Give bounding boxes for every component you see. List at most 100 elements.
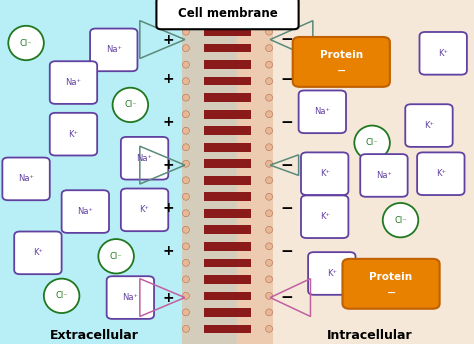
Text: −: − [281,32,293,47]
Text: −: − [281,244,293,259]
Ellipse shape [182,94,190,101]
Text: Cell membrane: Cell membrane [178,7,277,20]
Ellipse shape [182,210,190,217]
Bar [204,11,251,19]
Bar [204,110,251,118]
Ellipse shape [182,309,190,316]
Text: +: + [163,115,174,129]
Ellipse shape [265,111,273,118]
FancyBboxPatch shape [360,154,408,197]
FancyBboxPatch shape [50,61,97,104]
Text: K⁺: K⁺ [68,130,79,139]
Text: −: − [386,287,396,298]
Text: Na⁺: Na⁺ [314,107,330,116]
Bar [204,143,251,151]
FancyBboxPatch shape [107,276,154,319]
Bar [204,176,251,184]
FancyBboxPatch shape [121,189,168,231]
FancyBboxPatch shape [301,195,348,238]
Ellipse shape [182,243,190,250]
Bar [204,193,251,201]
Text: Na⁺: Na⁺ [106,45,122,54]
Text: Cl⁻: Cl⁻ [394,216,407,225]
Text: K⁺: K⁺ [438,49,448,58]
Ellipse shape [265,28,273,35]
Ellipse shape [265,45,273,52]
Text: Cl⁻: Cl⁻ [20,39,32,47]
Text: Extracellular: Extracellular [50,329,139,342]
FancyBboxPatch shape [299,90,346,133]
Bar [237,0,474,344]
FancyBboxPatch shape [156,0,299,29]
Text: K⁺: K⁺ [33,248,43,257]
FancyBboxPatch shape [417,152,465,195]
Ellipse shape [265,259,273,266]
Ellipse shape [182,177,190,184]
Ellipse shape [265,94,273,101]
FancyBboxPatch shape [2,158,50,200]
Text: Protein: Protein [320,50,363,60]
Ellipse shape [265,144,273,151]
Ellipse shape [182,193,190,200]
Text: Cl⁻: Cl⁻ [55,291,68,300]
Ellipse shape [265,177,273,184]
Bar [0,0,237,344]
Text: K⁺: K⁺ [327,269,337,278]
Ellipse shape [265,325,273,332]
Text: K⁺: K⁺ [319,212,330,221]
Ellipse shape [265,243,273,250]
FancyBboxPatch shape [14,232,62,274]
Text: −: − [281,158,293,173]
Ellipse shape [182,111,190,118]
FancyBboxPatch shape [342,259,439,309]
Ellipse shape [182,28,190,35]
Ellipse shape [355,126,390,160]
Ellipse shape [265,160,273,167]
Ellipse shape [9,26,44,60]
Text: Protein: Protein [370,272,412,282]
FancyBboxPatch shape [419,32,467,75]
Text: −: − [337,65,346,76]
Text: Cl⁻: Cl⁻ [124,100,137,109]
Bar [204,61,251,69]
Text: −: − [281,115,293,130]
Ellipse shape [265,276,273,283]
Ellipse shape [383,203,418,237]
Bar [204,292,251,300]
Bar [204,77,251,85]
Ellipse shape [182,276,190,283]
Bar [204,127,251,135]
Ellipse shape [182,325,190,332]
Text: +: + [163,244,174,258]
Text: Na⁺: Na⁺ [77,207,93,216]
FancyBboxPatch shape [90,29,137,71]
Ellipse shape [182,12,190,19]
Ellipse shape [265,193,273,200]
Ellipse shape [182,160,190,167]
Text: Cl⁻: Cl⁻ [110,252,122,261]
Ellipse shape [265,292,273,299]
Text: +: + [163,158,174,172]
Bar [204,160,251,168]
FancyBboxPatch shape [62,190,109,233]
Text: Na⁺: Na⁺ [122,293,138,302]
Ellipse shape [265,127,273,134]
FancyBboxPatch shape [308,252,356,295]
Ellipse shape [113,88,148,122]
Text: Na⁺: Na⁺ [18,174,34,183]
Ellipse shape [98,239,134,273]
Text: K⁺: K⁺ [424,121,434,130]
Ellipse shape [265,226,273,233]
Text: +: + [163,291,174,304]
Bar [204,308,251,316]
Text: +: + [163,33,174,46]
Text: +: + [163,72,174,86]
Bar [204,226,251,234]
FancyBboxPatch shape [301,152,348,195]
Ellipse shape [265,309,273,316]
Ellipse shape [265,78,273,85]
Text: Na⁺: Na⁺ [376,171,392,180]
Ellipse shape [182,61,190,68]
Bar [204,242,251,250]
Text: +: + [163,201,174,215]
